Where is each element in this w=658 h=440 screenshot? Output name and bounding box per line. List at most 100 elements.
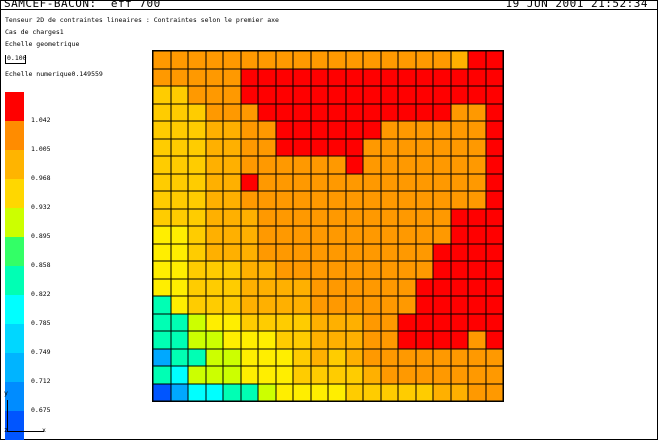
mesh-cell — [170, 191, 188, 209]
app-title: SAMCEF-BACON: eff_700 — [4, 0, 161, 10]
mesh-cell — [380, 296, 398, 314]
geometric-scale-label: Echelle geometrique — [5, 40, 80, 48]
mesh-cell — [345, 121, 363, 139]
mesh-cell — [363, 348, 381, 366]
mesh-cell — [240, 366, 258, 384]
mesh-cell — [223, 313, 241, 331]
mesh-cell — [188, 348, 206, 366]
mesh-cell — [468, 103, 486, 121]
mesh-cell — [433, 86, 451, 104]
legend-label: 0.749 — [31, 348, 51, 356]
load-case: Cas de charges1 — [5, 28, 64, 36]
mesh-cell — [223, 278, 241, 296]
mesh-cell — [310, 348, 328, 366]
mesh-cell — [328, 226, 346, 244]
mesh-cell — [328, 121, 346, 139]
mesh-cell — [398, 331, 416, 349]
mesh-cell — [433, 348, 451, 366]
mesh-cell — [275, 243, 293, 261]
mesh-cell — [188, 331, 206, 349]
mesh-cell — [188, 261, 206, 279]
mesh-cell — [415, 138, 433, 156]
mesh-cell — [258, 296, 276, 314]
mesh-cell — [170, 243, 188, 261]
mesh-cell — [188, 103, 206, 121]
mesh-cell — [223, 331, 241, 349]
mesh-cell — [258, 243, 276, 261]
mesh-cell — [345, 296, 363, 314]
mesh-cell — [345, 383, 363, 401]
mesh-cell — [275, 173, 293, 191]
mesh-cell — [310, 331, 328, 349]
mesh-cell — [275, 278, 293, 296]
mesh-cell — [240, 296, 258, 314]
mesh-cell — [363, 121, 381, 139]
mesh-cell — [450, 103, 468, 121]
legend-label: 0.675 — [31, 406, 51, 414]
mesh-cell — [415, 313, 433, 331]
mesh-cell — [450, 366, 468, 384]
mesh-cell — [433, 191, 451, 209]
mesh-cell — [275, 296, 293, 314]
mesh-cell — [153, 261, 171, 279]
mesh-cell — [380, 208, 398, 226]
mesh-cell — [345, 278, 363, 296]
mesh-cell — [223, 226, 241, 244]
mesh-cell — [345, 261, 363, 279]
mesh-cell — [363, 296, 381, 314]
mesh-cell — [170, 278, 188, 296]
mesh-cell — [275, 208, 293, 226]
mesh-cell — [468, 121, 486, 139]
mesh-cell — [310, 51, 328, 69]
mesh-cell — [170, 226, 188, 244]
mesh-cell — [363, 278, 381, 296]
mesh-cell — [275, 383, 293, 401]
mesh-cell — [188, 191, 206, 209]
mesh-cell — [363, 138, 381, 156]
mesh-cell — [188, 278, 206, 296]
mesh-cell — [345, 348, 363, 366]
mesh-cell — [240, 243, 258, 261]
mesh-cell — [398, 138, 416, 156]
mesh-cell — [415, 366, 433, 384]
mesh-cell — [223, 348, 241, 366]
mesh-cell — [328, 261, 346, 279]
mesh-cell — [380, 313, 398, 331]
mesh-cell — [468, 348, 486, 366]
z-axis-label: z — [4, 426, 8, 434]
mesh-cell — [293, 121, 311, 139]
mesh-cell — [310, 313, 328, 331]
mesh-cell — [188, 366, 206, 384]
mesh-cell — [398, 156, 416, 174]
mesh-cell — [433, 313, 451, 331]
mesh-cell — [205, 383, 223, 401]
mesh-cell — [258, 208, 276, 226]
mesh-cell — [468, 331, 486, 349]
legend-swatch — [5, 150, 24, 179]
mesh-cell — [240, 313, 258, 331]
mesh-cell — [398, 208, 416, 226]
mesh-cell — [345, 51, 363, 69]
mesh-cell — [170, 138, 188, 156]
mesh-cell — [293, 278, 311, 296]
mesh-cell — [223, 51, 241, 69]
mesh-cell — [380, 278, 398, 296]
mesh-cell — [240, 68, 258, 86]
mesh-cell — [170, 383, 188, 401]
mesh-cell — [398, 243, 416, 261]
mesh-cell — [380, 348, 398, 366]
mesh-cell — [328, 313, 346, 331]
mesh-cell — [275, 86, 293, 104]
mesh-cell — [188, 68, 206, 86]
mesh-cell — [485, 331, 503, 349]
mesh-cell — [153, 121, 171, 139]
mesh-cell — [415, 156, 433, 174]
mesh-cell — [433, 138, 451, 156]
mesh-cell — [328, 86, 346, 104]
color-legend — [5, 92, 24, 440]
legend-label: 1.042 — [31, 116, 51, 124]
legend-swatch — [5, 382, 24, 411]
mesh-cell — [310, 156, 328, 174]
mesh-cell — [363, 51, 381, 69]
mesh-cell — [310, 191, 328, 209]
